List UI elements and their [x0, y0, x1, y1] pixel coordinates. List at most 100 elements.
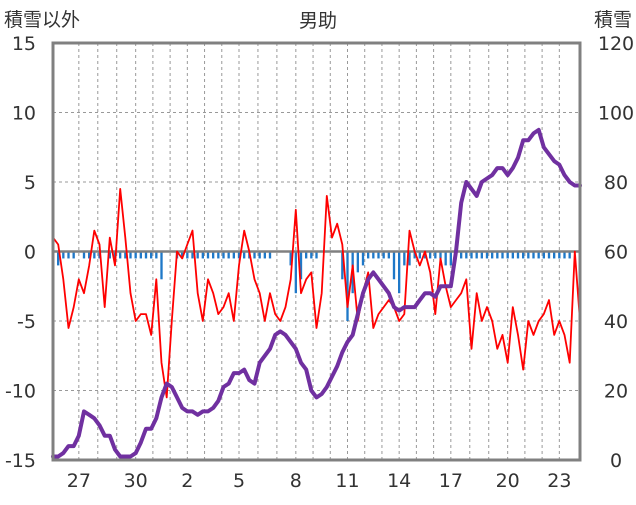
snowfall-bar: [444, 251, 447, 266]
snowfall-bar: [537, 251, 540, 259]
snowfall-bar: [160, 251, 163, 280]
snowfall-bar: [232, 251, 235, 259]
snowfall-bar: [243, 251, 246, 259]
snowfall-bar: [289, 251, 292, 266]
snowfall-bar: [150, 251, 153, 259]
right-axis-label: 積雪: [594, 9, 632, 31]
chart-title: 男助: [299, 10, 337, 32]
snowfall-bar: [258, 251, 261, 259]
snowfall-bar: [475, 251, 478, 259]
snowfall-bar: [403, 251, 406, 266]
snowfall-bar: [67, 251, 70, 259]
snowfall-bar: [418, 251, 421, 259]
snowfall-bar: [460, 251, 463, 259]
snowfall-bar: [93, 251, 96, 259]
snowfall-bar: [532, 251, 535, 259]
snowfall-bar: [294, 251, 297, 294]
snowfall-bar: [547, 251, 551, 259]
snowfall-bar: [139, 251, 142, 259]
left-tick-label: 15: [12, 33, 36, 55]
snowfall-bar: [88, 251, 91, 259]
snowfall-bar: [480, 251, 483, 259]
snowfall-bar: [506, 251, 509, 259]
snowfall-bar: [470, 251, 473, 259]
x-tick-label: 11: [335, 470, 359, 492]
snowfall-bar: [361, 251, 365, 266]
x-tick-labels: 27 30 2 5 8 11 14 17 20 23: [67, 470, 572, 492]
x-tick-label: 20: [496, 470, 520, 492]
x-tick-label: 30: [124, 470, 148, 492]
snowfall-bar: [129, 251, 132, 259]
right-tick-label: 20: [604, 381, 628, 403]
snowfall-bar: [542, 251, 545, 259]
snowfall-bar: [408, 251, 411, 266]
snowfall-bar: [181, 251, 184, 259]
left-axis-label: 積雪以外: [4, 9, 80, 31]
snowfall-bar: [522, 251, 525, 259]
snowfall-bar: [501, 251, 504, 259]
snow-depth-line: [51, 127, 582, 459]
snowfall-bar: [299, 251, 303, 280]
snowfall-bar: [237, 251, 241, 259]
snowfall-bar: [191, 251, 194, 259]
snowfall-bar: [372, 251, 375, 259]
snowfall-bar: [315, 251, 318, 259]
left-tick-label: 0: [24, 242, 36, 264]
left-tick-label: 5: [24, 172, 36, 194]
snowfall-bar: [346, 251, 349, 321]
snowfall-bar: [186, 251, 189, 259]
left-tick-label: -15: [5, 450, 36, 472]
snowfall-bar: [62, 251, 65, 259]
snowfall-bar: [305, 251, 308, 259]
left-tick-label: -10: [5, 381, 36, 403]
x-tick-label: 14: [387, 470, 411, 492]
snowfall-bar: [558, 251, 561, 259]
right-tick-label: 100: [598, 103, 634, 125]
right-tick-label: 60: [604, 242, 628, 264]
snowfall-bar: [439, 251, 442, 259]
snowfall-bar: [429, 251, 432, 259]
left-tick-label: -5: [17, 311, 36, 333]
snowfall-bar: [155, 251, 158, 259]
temperature-line: [52, 187, 581, 399]
snowfall-bar: [57, 251, 60, 266]
snowfall-bar: [392, 251, 396, 280]
right-tick-labels: 120 100 80 60 40 20 0: [598, 33, 634, 472]
snow-depth-series: [51, 127, 582, 459]
snowfall-bar: [263, 251, 266, 259]
snowfall-bar: [82, 251, 86, 259]
x-tick-label: 27: [67, 470, 91, 492]
snowfall-bar: [553, 251, 556, 259]
snowfall-bar: [485, 251, 489, 259]
x-tick-label: 5: [233, 470, 245, 492]
snowfall-bar: [568, 251, 571, 259]
temperature-series: [52, 187, 581, 399]
snowfall-bar: [134, 251, 137, 259]
snowfall-bar: [465, 251, 468, 259]
snowfall-bar: [367, 251, 370, 259]
snowfall-bar: [449, 251, 452, 266]
snowfall-bar: [527, 251, 530, 259]
snowfall-bar: [227, 251, 230, 259]
snowfall-bar: [511, 251, 514, 259]
snowfall-bar: [268, 251, 272, 259]
right-tick-label: 120: [598, 33, 634, 55]
right-tick-label: 40: [604, 311, 628, 333]
snowfall-bar: [496, 251, 499, 259]
snowfall-bar: [516, 251, 520, 259]
snowfall-bar: [310, 251, 313, 259]
snowfall-bar: [491, 251, 494, 259]
snowfall-bar: [341, 251, 344, 280]
snowfall-bar: [196, 251, 199, 259]
x-tick-label: 8: [290, 470, 302, 492]
snowfall-bar: [434, 251, 437, 259]
left-tick-label: 10: [12, 103, 36, 125]
x-tick-label: 17: [439, 470, 463, 492]
snowfall-bar: [72, 251, 75, 259]
plot-frame-layer: [51, 41, 582, 462]
snowfall-bar: [144, 251, 148, 259]
snowfall-bar: [413, 251, 416, 259]
snowfall-bar: [222, 251, 225, 259]
